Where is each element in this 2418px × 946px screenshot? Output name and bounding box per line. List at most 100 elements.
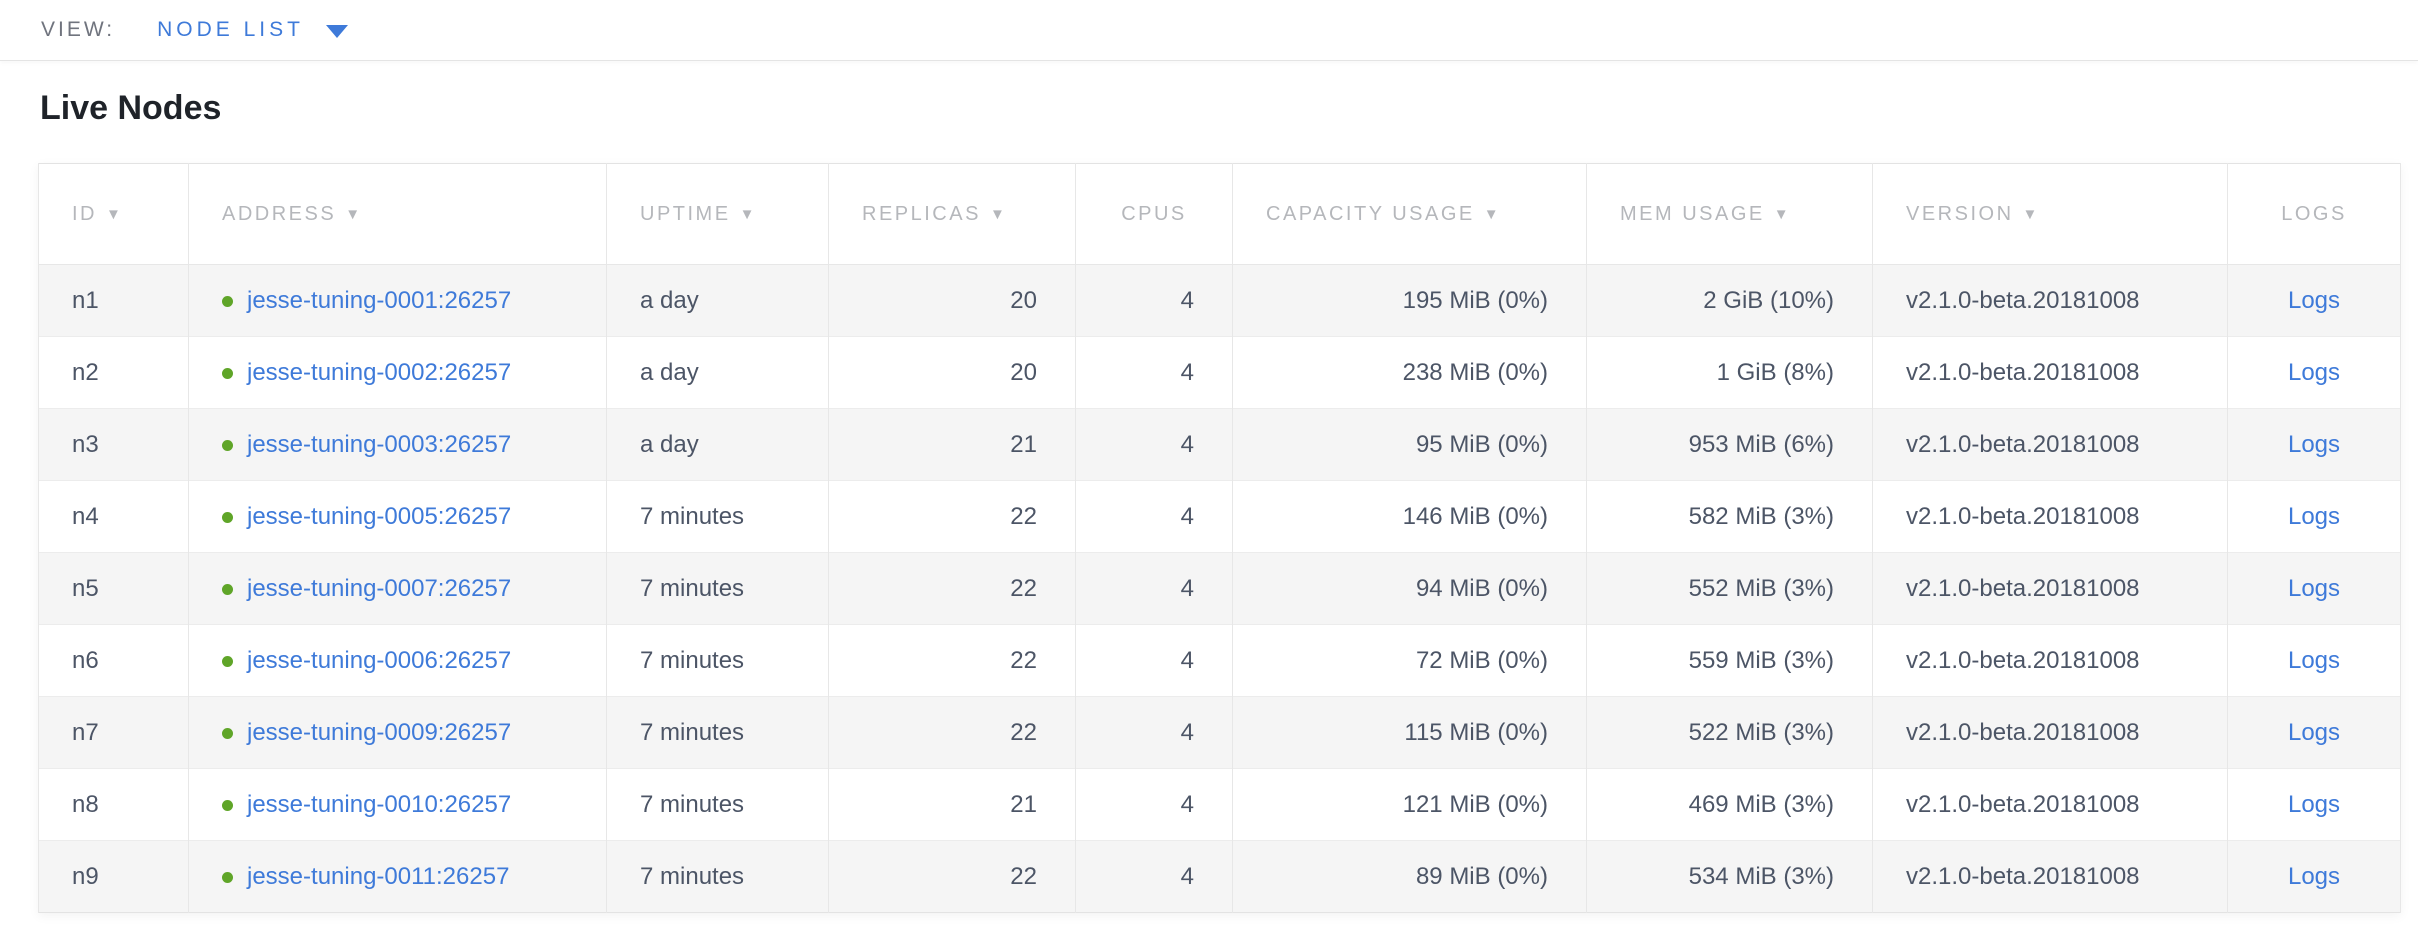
column-header-label: REPLICAS [862, 202, 981, 225]
node-live-status-icon [222, 367, 233, 379]
replicas-cell: 20 [828, 264, 1076, 337]
version-cell: v2.1.0-beta.20181008 [1872, 696, 2228, 769]
uptime-cell: a day [606, 336, 829, 409]
id-cell: n4 [38, 480, 189, 553]
node-logs-link[interactable]: Logs [2287, 862, 2341, 890]
node-logs-link[interactable]: Logs [2287, 718, 2341, 746]
address-cell: jesse-tuning-0010:26257 [188, 768, 607, 841]
sort-descending-icon: ▼ [2022, 205, 2040, 223]
address-cell: jesse-tuning-0003:26257 [188, 408, 607, 481]
sort-descending-icon: ▼ [106, 205, 124, 223]
id-cell: n7 [38, 696, 189, 769]
node-logs-link[interactable]: Logs [2287, 358, 2341, 386]
node-address-link[interactable]: jesse-tuning-0003:26257 [247, 430, 512, 458]
uptime-cell: 7 minutes [606, 840, 829, 913]
node-logs-link[interactable]: Logs [2287, 790, 2341, 818]
capacity-cell: 121 MiB (0%) [1232, 768, 1587, 841]
address-cell: jesse-tuning-0011:26257 [188, 840, 607, 913]
cpus-cell: 4 [1075, 552, 1233, 625]
node-address-link[interactable]: jesse-tuning-0007:26257 [247, 574, 512, 602]
table-body: n1 jesse-tuning-0001:26257 a day 20 4 195 MiB… [38, 264, 2401, 913]
node-live-status-icon [222, 511, 233, 523]
mem-cell: 469 MiB (3%) [1586, 768, 1873, 841]
mem-cell: 559 MiB (3%) [1586, 624, 1873, 697]
table-row: n2 jesse-tuning-0002:26257 a day 20 4 238 MiB… [38, 336, 2401, 409]
node-live-status-icon [222, 799, 233, 811]
table-row: n5 jesse-tuning-0007:26257 7 minutes 22 4 94 … [38, 552, 2401, 625]
node-logs-link[interactable]: Logs [2287, 646, 2341, 674]
logs-cell: Logs [2227, 336, 2401, 409]
node-live-status-icon [222, 727, 233, 739]
address-cell: jesse-tuning-0006:26257 [188, 624, 607, 697]
table-row: n6 jesse-tuning-0006:26257 7 minutes 22 4 72 … [38, 624, 2401, 697]
capacity-cell: 72 MiB (0%) [1232, 624, 1587, 697]
mem-cell: 582 MiB (3%) [1586, 480, 1873, 553]
node-address-link[interactable]: jesse-tuning-0011:26257 [247, 862, 510, 890]
replicas-cell: 22 [828, 624, 1076, 697]
cpus-cell: 4 [1075, 336, 1233, 409]
version-cell: v2.1.0-beta.20181008 [1872, 552, 2228, 625]
table-header-row: ID ▼ ADDRESS ▼ UPTIME ▼ REPLICAS ▼ CPUS CAPACITY … [38, 163, 2401, 265]
node-live-status-icon [222, 295, 233, 307]
view-bar: VIEW: NODE LIST [0, 0, 2418, 61]
capacity-cell: 238 MiB (0%) [1232, 336, 1587, 409]
version-cell: v2.1.0-beta.20181008 [1872, 624, 2228, 697]
sort-descending-icon: ▼ [739, 205, 757, 223]
version-cell: v2.1.0-beta.20181008 [1872, 768, 2228, 841]
id-cell: n8 [38, 768, 189, 841]
column-header-label: CPUS [1121, 202, 1187, 225]
column-header-version[interactable]: VERSION ▼ [1872, 163, 2228, 265]
column-header-replicas[interactable]: REPLICAS ▼ [828, 163, 1076, 265]
node-address-link[interactable]: jesse-tuning-0010:26257 [247, 790, 512, 818]
node-logs-link[interactable]: Logs [2287, 502, 2341, 530]
column-header-label: ID [72, 202, 97, 225]
address-cell: jesse-tuning-0001:26257 [188, 264, 607, 337]
node-live-status-icon [222, 583, 233, 595]
id-cell: n1 [38, 264, 189, 337]
logs-cell: Logs [2227, 264, 2401, 337]
capacity-cell: 94 MiB (0%) [1232, 552, 1587, 625]
uptime-cell: a day [606, 408, 829, 481]
sort-descending-icon: ▼ [989, 205, 1008, 223]
node-logs-link[interactable]: Logs [2287, 574, 2341, 602]
id-cell: n6 [38, 624, 189, 697]
cpus-cell: 4 [1075, 624, 1233, 697]
replicas-cell: 20 [828, 336, 1076, 409]
column-header-id[interactable]: ID ▼ [38, 163, 189, 265]
column-header-label: UPTIME [640, 202, 731, 225]
uptime-cell: 7 minutes [606, 480, 829, 553]
node-address-link[interactable]: jesse-tuning-0002:26257 [247, 358, 512, 386]
version-cell: v2.1.0-beta.20181008 [1872, 264, 2228, 337]
column-header-logs: LOGS [2227, 163, 2401, 265]
address-cell: jesse-tuning-0002:26257 [188, 336, 607, 409]
address-cell: jesse-tuning-0007:26257 [188, 552, 607, 625]
sort-descending-icon: ▼ [345, 205, 363, 223]
logs-cell: Logs [2227, 480, 2401, 553]
cpus-cell: 4 [1075, 480, 1233, 553]
cpus-cell: 4 [1075, 696, 1233, 769]
node-address-link[interactable]: jesse-tuning-0006:26257 [247, 646, 512, 674]
node-logs-link[interactable]: Logs [2287, 430, 2341, 458]
table-row: n1 jesse-tuning-0001:26257 a day 20 4 195 MiB… [38, 264, 2401, 337]
column-header-capacity[interactable]: CAPACITY USAGE ▼ [1232, 163, 1587, 265]
mem-cell: 552 MiB (3%) [1586, 552, 1873, 625]
logs-cell: Logs [2227, 624, 2401, 697]
id-cell: n3 [38, 408, 189, 481]
view-selector-dropdown[interactable]: NODE LIST [157, 18, 348, 42]
column-header-mem[interactable]: MEM USAGE ▼ [1586, 163, 1873, 265]
node-address-link[interactable]: jesse-tuning-0009:26257 [247, 718, 512, 746]
node-address-link[interactable]: jesse-tuning-0005:26257 [247, 502, 512, 530]
column-header-label: LOGS [2281, 202, 2347, 225]
node-logs-link[interactable]: Logs [2287, 286, 2341, 314]
live-nodes-section: Live Nodes ID ▼ ADDRESS ▼ UPTIME ▼ REPLICAS ▼ CP… [0, 86, 2418, 913]
cpus-cell: 4 [1075, 408, 1233, 481]
node-address-link[interactable]: jesse-tuning-0001:26257 [247, 286, 512, 314]
replicas-cell: 21 [828, 768, 1076, 841]
table-row: n4 jesse-tuning-0005:26257 7 minutes 22 4 146… [38, 480, 2401, 553]
table-row: n7 jesse-tuning-0009:26257 7 minutes 22 4 115… [38, 696, 2401, 769]
version-cell: v2.1.0-beta.20181008 [1872, 336, 2228, 409]
column-header-address[interactable]: ADDRESS ▼ [188, 163, 607, 265]
id-cell: n2 [38, 336, 189, 409]
column-header-uptime[interactable]: UPTIME ▼ [606, 163, 829, 265]
mem-cell: 1 GiB (8%) [1586, 336, 1873, 409]
